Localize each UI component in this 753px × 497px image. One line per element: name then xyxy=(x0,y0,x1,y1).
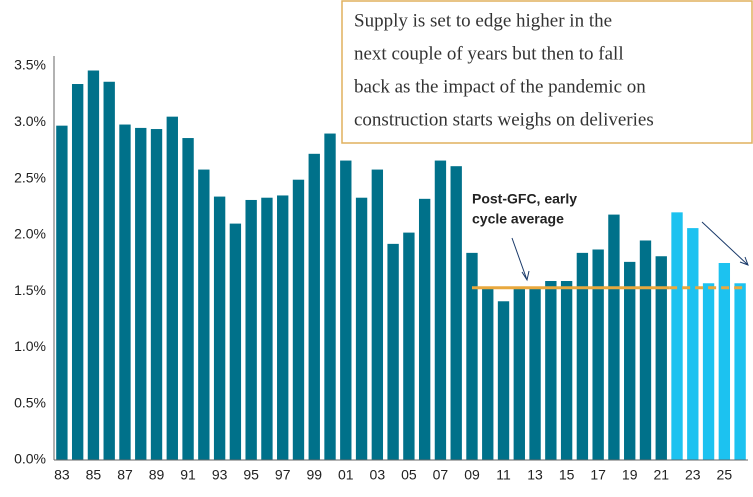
bar xyxy=(482,287,494,460)
x-tick-label: 07 xyxy=(433,467,449,483)
y-tick-label: 1.0% xyxy=(14,338,46,354)
x-tick-label: 01 xyxy=(338,467,354,483)
bar xyxy=(639,240,652,460)
bar xyxy=(292,179,305,460)
y-tick-label: 1.5% xyxy=(14,282,46,298)
x-tick-label: 03 xyxy=(370,467,386,483)
bar xyxy=(718,263,731,460)
callout-text: construction starts weighs on deliveries xyxy=(354,109,654,130)
annotation-arrow xyxy=(511,237,530,282)
bar xyxy=(135,127,147,461)
bar xyxy=(687,228,699,460)
x-tick-label: 25 xyxy=(717,467,733,483)
bar xyxy=(245,199,257,460)
bar xyxy=(403,232,415,460)
bar xyxy=(87,70,100,460)
x-tick-label: 99 xyxy=(306,467,322,483)
x-tick-label: 17 xyxy=(590,467,606,483)
x-tick-label: 83 xyxy=(54,467,70,483)
x-tick-label: 95 xyxy=(243,467,259,483)
bar xyxy=(734,283,746,460)
bar xyxy=(702,283,715,460)
x-tick-label: 87 xyxy=(117,467,133,483)
bar xyxy=(103,81,115,460)
y-tick-label: 0.0% xyxy=(14,451,46,467)
annotation: Post-GFC, early xyxy=(472,191,577,207)
bar xyxy=(340,160,352,460)
bar xyxy=(277,195,289,460)
bar xyxy=(261,197,273,461)
x-tick-label: 05 xyxy=(401,467,417,483)
annotation: cycle average xyxy=(472,211,564,227)
bar xyxy=(150,129,163,461)
bar xyxy=(198,169,210,460)
y-tick-label: 3.0% xyxy=(14,113,46,129)
bar xyxy=(450,166,462,460)
x-tick-label: 09 xyxy=(464,467,480,483)
bar xyxy=(608,214,620,460)
bar xyxy=(229,223,242,460)
callout-text: back as the impact of the pandemic on xyxy=(354,76,646,97)
callout-box xyxy=(341,0,753,144)
bar xyxy=(355,197,368,461)
y-tick-label: 3.5% xyxy=(14,57,46,73)
bar xyxy=(387,243,399,460)
x-tick-label: 11 xyxy=(496,467,511,483)
y-tick-label: 2.5% xyxy=(14,169,46,185)
bar xyxy=(592,249,604,460)
x-tick-label: 23 xyxy=(685,467,701,483)
x-tick-label: 97 xyxy=(275,467,291,483)
bar xyxy=(513,288,525,460)
bar xyxy=(434,160,447,460)
bar xyxy=(576,252,589,460)
x-tick-label: 15 xyxy=(559,467,575,483)
x-tick-label: 91 xyxy=(180,467,196,483)
x-tick-label: 19 xyxy=(622,467,638,483)
bar xyxy=(56,125,68,461)
bar xyxy=(371,169,384,460)
bar xyxy=(166,116,178,461)
bar xyxy=(466,252,478,460)
bar xyxy=(497,301,510,460)
bar xyxy=(308,153,320,460)
bar xyxy=(560,281,573,460)
y-tick-label: 2.0% xyxy=(14,226,46,242)
bar xyxy=(119,124,131,460)
bar xyxy=(529,288,541,460)
bar xyxy=(624,261,636,460)
x-tick-label: 89 xyxy=(149,467,165,483)
bar xyxy=(71,84,84,461)
bar xyxy=(655,256,667,460)
callout-text: Supply is set to edge higher in the xyxy=(354,10,612,31)
bar xyxy=(182,138,194,460)
bar xyxy=(418,198,431,460)
bar xyxy=(324,133,336,461)
callout-text: next couple of years but then to fall xyxy=(354,43,624,64)
x-tick-label: 93 xyxy=(212,467,228,483)
x-tick-label: 13 xyxy=(527,467,543,483)
bar xyxy=(545,281,557,460)
bar xyxy=(671,212,683,460)
callout-arrow xyxy=(701,221,749,266)
x-tick-label: 21 xyxy=(653,467,669,483)
y-tick-label: 0.5% xyxy=(14,394,46,410)
x-tick-label: 85 xyxy=(86,467,102,483)
bar xyxy=(213,196,226,460)
